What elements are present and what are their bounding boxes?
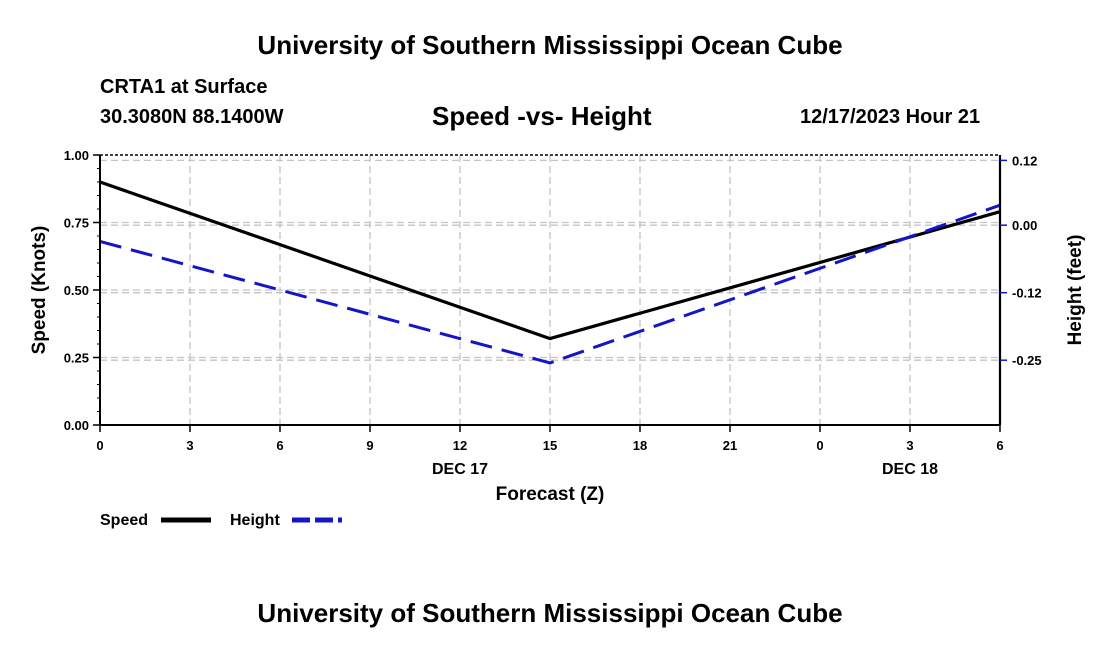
- y2-tick-label: -0.12: [1012, 286, 1042, 301]
- x-tick-label: 0: [96, 438, 103, 453]
- y-tick-label: 0.00: [64, 418, 89, 433]
- legend: Speed Height: [100, 512, 342, 529]
- footer-title: University of Southern Mississippi Ocean…: [257, 598, 843, 628]
- x-date-label: DEC 17: [432, 461, 488, 478]
- legend-item-height: Height: [230, 512, 342, 529]
- axes: 0 3 6 9 12 15 18 21 0 3 6 DEC 17 DEC 18 Forecast (Z) 0…: [29, 148, 1086, 505]
- x-tick-label: 15: [543, 438, 557, 453]
- x-tick-label: 3: [186, 438, 193, 453]
- station-coordinates: 30.3080N 88.1400W: [100, 106, 284, 128]
- y2-tick-label: -0.25: [1012, 353, 1042, 368]
- y2-tick-label: 0.12: [1012, 153, 1037, 168]
- x-date-label: DEC 18: [882, 461, 938, 478]
- x-tick-label: 9: [366, 438, 373, 453]
- legend-item-speed: Speed: [100, 512, 211, 529]
- x-tick-label: 6: [996, 438, 1003, 453]
- x-tick-label: 3: [906, 438, 913, 453]
- chart-subtitle: Speed -vs- Height: [432, 101, 652, 131]
- forecast-datetime: 12/17/2023 Hour 21: [800, 106, 981, 128]
- grid: [100, 155, 1000, 425]
- y-tick-label: 0.75: [64, 216, 89, 231]
- x-tick-label: 21: [723, 438, 737, 453]
- x-tick-label: 18: [633, 438, 647, 453]
- x-tick-label: 12: [453, 438, 467, 453]
- y-axis-title: Speed (Knots): [29, 226, 50, 355]
- y-tick-label: 1.00: [64, 148, 89, 163]
- x-tick-label: 6: [276, 438, 283, 453]
- y-tick-label: 0.50: [64, 283, 89, 298]
- y2-axis-title: Height (feet): [1065, 235, 1086, 346]
- series-line-height: [99, 203, 1001, 365]
- series-layer: [99, 180, 1001, 365]
- y2-tick-label: 0.00: [1012, 218, 1037, 233]
- chart-title: University of Southern Mississippi Ocean…: [257, 30, 843, 60]
- series-line-speed: [99, 180, 1001, 341]
- legend-label: Height: [230, 512, 280, 529]
- x-axis-title: Forecast (Z): [496, 484, 605, 505]
- y-tick-label: 0.25: [64, 351, 89, 366]
- x-tick-label: 0: [816, 438, 823, 453]
- station-label: CRTA1 at Surface: [100, 76, 268, 98]
- legend-label: Speed: [100, 512, 148, 529]
